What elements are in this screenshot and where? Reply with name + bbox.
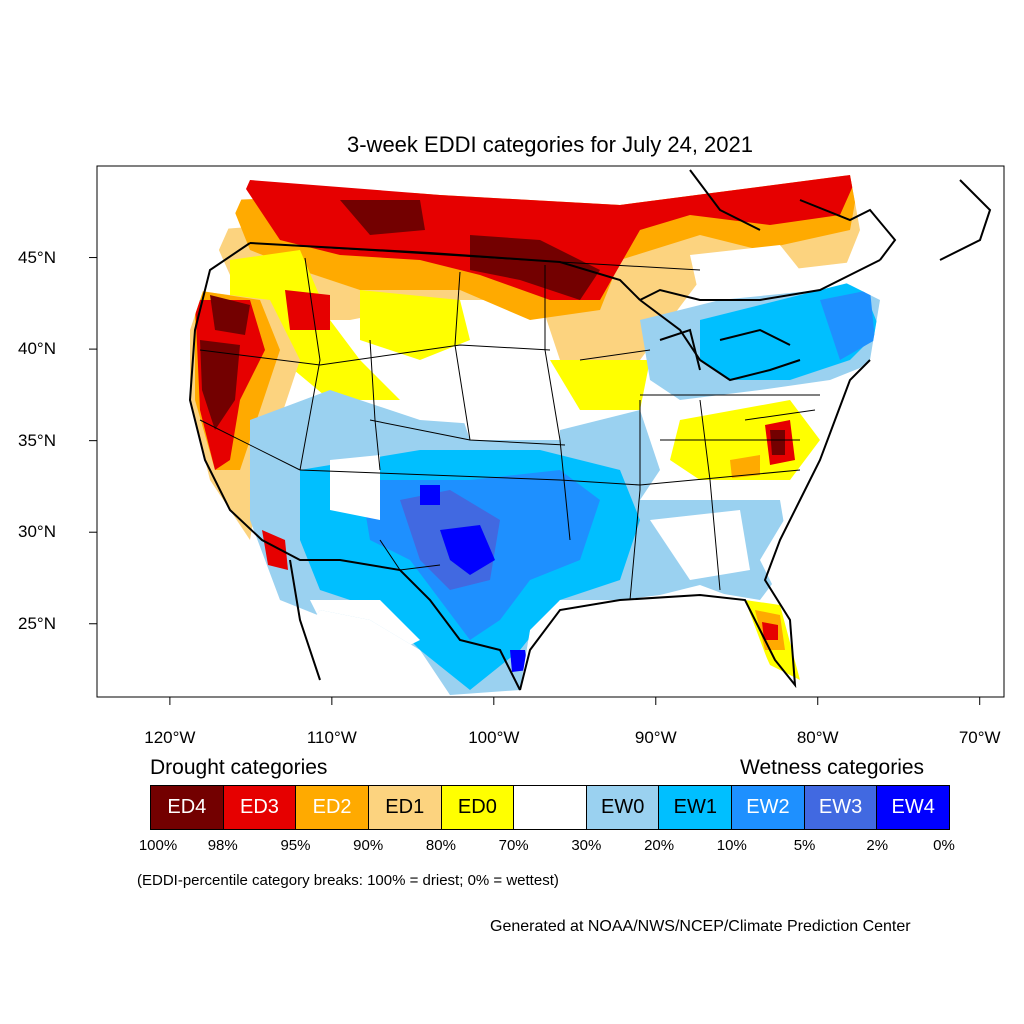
legend-swatch-ed1: ED1 [368, 786, 442, 829]
region-neutral-sw [330, 455, 380, 520]
tick-marks [89, 257, 981, 705]
legend-break-label: 2% [866, 837, 889, 854]
x-tick-label: 80°W [796, 728, 839, 747]
region-ed2-tn [730, 455, 760, 478]
legend-colorbar: ED4 ED3 ED2 ED1 ED0 EW0 EW1 EW2 EW3 EW4 [150, 785, 950, 830]
wetness-categories-title: Wetness categories [740, 756, 925, 779]
y-tick-label: 30°N [18, 522, 56, 542]
legend-break-label: 100% [138, 837, 178, 854]
region-ew4-nm [420, 485, 440, 505]
category-note: (EDDI-percentile category breaks: 100% =… [137, 872, 559, 889]
credit-line: Generated at NOAA/NWS/NCEP/Climate Predi… [490, 918, 911, 935]
region-ed3-socal [262, 530, 288, 570]
region-neutral-plains [450, 380, 560, 440]
legend-break-label: 70% [498, 837, 529, 854]
y-tick-label: 40°N [18, 339, 56, 359]
legend-swatch-neutral [514, 786, 587, 829]
region-ew2-ne [820, 290, 875, 360]
legend-swatch-ed0: ED0 [441, 786, 515, 829]
legend-swatch-ew0: EW0 [586, 786, 660, 829]
legend-swatch-ew2: EW2 [732, 786, 805, 829]
y-tick-label: 25°N [18, 613, 56, 633]
region-ed3-idaho [285, 290, 330, 330]
legend-break-label: 30% [571, 837, 602, 854]
legend-swatch-ew4: EW4 [877, 786, 950, 829]
legend-swatch-ew1: EW1 [659, 786, 733, 829]
map-title: 3-week EDDI categories for July 24, 2021 [347, 132, 753, 157]
coastlines [188, 169, 992, 691]
x-tick-label: 120°W [144, 728, 196, 747]
region-ew4-coast [510, 650, 528, 672]
legend-break-label: 98% [207, 837, 238, 854]
legend-break-label: 0% [933, 837, 955, 854]
legend-break-label: 5% [793, 837, 816, 854]
legend-break-label: 95% [280, 837, 311, 854]
region-ed4-nw [210, 295, 250, 335]
legend-swatch-ew3: EW3 [804, 786, 878, 829]
legend-break-label: 80% [425, 837, 456, 854]
x-tick-label: 90°W [634, 728, 677, 747]
region-neutral-se [650, 510, 750, 580]
region-ed4-va [770, 430, 785, 455]
y-tick-label: 35°N [18, 430, 56, 450]
region-ed4-westcoast [200, 340, 240, 430]
drought-categories-title: Drought categories [150, 756, 328, 779]
y-tick-label: 45°N [18, 247, 56, 267]
region-ew4-tx [440, 525, 495, 575]
x-tick-label: 70°W [958, 728, 1001, 747]
region-ed3-fl [762, 622, 778, 640]
x-tick-label: 110°W [306, 728, 357, 747]
region-neutral-ne [690, 245, 800, 300]
region-ed0-mo [550, 360, 650, 410]
legend-break-label: 10% [716, 837, 747, 854]
legend-swatch-ed4: ED4 [151, 786, 224, 829]
legend-break-label: 90% [353, 837, 384, 854]
region-ed4-north2 [470, 235, 600, 300]
map-frame [96, 165, 1005, 698]
region-ed0-plains [360, 290, 470, 360]
region-ed4-north [340, 200, 425, 235]
eddi-field [185, 175, 880, 695]
legend-swatch-ed3: ED3 [223, 786, 297, 829]
x-tick-label: 100°W [468, 728, 520, 747]
legend-break-label: 20% [644, 837, 675, 854]
legend-swatch-ed2: ED2 [296, 786, 369, 829]
